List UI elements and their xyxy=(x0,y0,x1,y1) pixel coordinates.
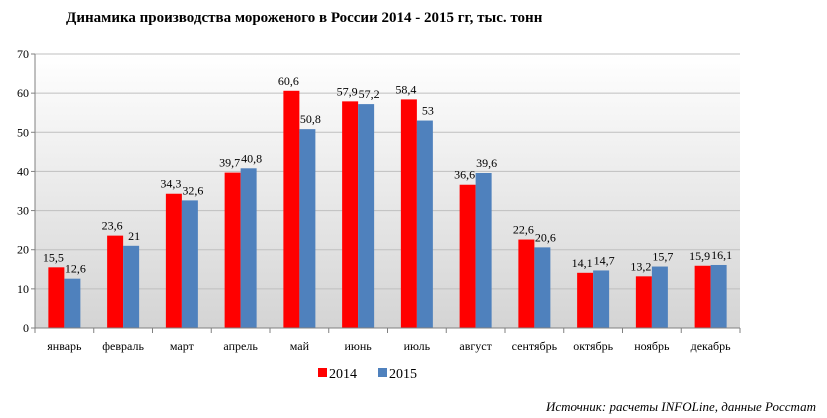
bar-2015 xyxy=(240,168,257,328)
y-tick-label: 20 xyxy=(17,243,29,257)
y-tick-label: 40 xyxy=(17,164,29,178)
bar-2015 xyxy=(123,245,140,328)
x-category-label: апрель xyxy=(223,339,258,353)
bar-2015 xyxy=(181,200,198,328)
gridlines xyxy=(35,53,740,290)
legend-swatch-2015 xyxy=(378,368,387,377)
data-label-2014: 15,5 xyxy=(43,250,64,264)
bar-2015 xyxy=(651,266,668,328)
bar-2015 xyxy=(299,129,316,328)
y-tick-label: 0 xyxy=(23,321,29,335)
bar-2014 xyxy=(342,101,359,328)
data-label-2014: 34,3 xyxy=(160,177,181,191)
bar-2014 xyxy=(459,184,476,328)
chart-title: Динамика производства мороженого в Росси… xyxy=(66,10,543,26)
data-label-2014: 60,6 xyxy=(278,74,299,88)
bar-2014 xyxy=(518,239,535,328)
x-category-label: март xyxy=(170,339,195,353)
bar-2014 xyxy=(577,272,594,328)
bar-2015 xyxy=(475,172,492,328)
x-category-label: ноябрь xyxy=(634,339,670,353)
data-labels: 15,512,6 23,6 21 34,3 32,6 39,7 40,8 60,6 50,8 57… xyxy=(43,74,732,276)
bar-2015 xyxy=(416,120,433,329)
data-label-2015: 53 xyxy=(422,104,434,118)
bar-2014 xyxy=(48,267,65,328)
data-label-2014: 13,2 xyxy=(630,259,651,273)
bars xyxy=(48,90,727,329)
source-note: Источник: расчеты INFOLine, данные Росст… xyxy=(545,399,816,414)
x-axis-categories: январь февраль март апрель май июнь июль август… xyxy=(47,339,731,353)
data-label-2014: 23,6 xyxy=(102,219,123,233)
bar-2014 xyxy=(283,90,300,329)
data-label-2015: 21 xyxy=(128,229,140,243)
data-label-2015: 15,7 xyxy=(652,250,673,264)
y-tick-label: 70 xyxy=(17,47,29,61)
data-label-2015: 39,6 xyxy=(476,156,497,170)
x-category-label: сентябрь xyxy=(512,339,558,353)
data-label-2015: 32,6 xyxy=(182,183,203,197)
data-label-2015: 57,2 xyxy=(359,87,380,101)
bar-2015 xyxy=(534,247,551,328)
x-category-label: июль xyxy=(404,339,431,353)
bar-2015 xyxy=(358,104,375,328)
data-label-2014: 39,7 xyxy=(219,156,240,170)
data-label-2015: 14,7 xyxy=(594,253,615,267)
x-category-label: август xyxy=(459,339,492,353)
legend-swatch-2014 xyxy=(318,368,327,377)
bar-2014 xyxy=(224,172,241,328)
x-category-label: декабрь xyxy=(691,339,732,353)
bar-2014 xyxy=(165,193,182,328)
data-label-2014: 14,1 xyxy=(572,256,593,270)
y-tick-label: 10 xyxy=(17,282,29,296)
bar-2014 xyxy=(107,235,124,328)
y-axis-ticks: 0 10 20 30 40 50 60 70 xyxy=(17,47,35,335)
bar-2014 xyxy=(635,276,652,328)
bar-2015 xyxy=(64,278,81,328)
data-label-2015: 40,8 xyxy=(241,151,262,165)
data-label-2014: 36,6 xyxy=(454,168,475,182)
bar-2014 xyxy=(400,99,417,328)
data-label-2015: 12,6 xyxy=(65,262,86,276)
x-category-label: октябрь xyxy=(573,339,613,353)
x-category-label: май xyxy=(290,339,310,353)
data-label-2015: 20,6 xyxy=(535,230,556,244)
data-label-2015: 16,1 xyxy=(711,248,732,262)
y-tick-label: 30 xyxy=(17,204,29,218)
data-label-2014: 22,6 xyxy=(513,223,534,237)
data-label-2014: 15,9 xyxy=(689,249,710,263)
legend: 2014 2015 xyxy=(318,367,417,382)
x-category-label: январь xyxy=(47,339,82,353)
y-tick-label: 50 xyxy=(17,125,29,139)
axes xyxy=(34,54,741,333)
x-category-label: февраль xyxy=(102,339,144,353)
x-category-label: июнь xyxy=(344,339,372,353)
plot-area xyxy=(35,54,740,328)
data-label-2014: 57,9 xyxy=(337,84,358,98)
data-label-2014: 58,4 xyxy=(395,82,416,96)
y-tick-label: 60 xyxy=(17,86,29,100)
legend-label-2014: 2014 xyxy=(329,367,357,382)
legend-label-2015: 2015 xyxy=(389,367,417,382)
bar-2015 xyxy=(593,270,610,328)
bar-2014 xyxy=(694,265,711,328)
data-label-2015: 50,8 xyxy=(300,112,321,126)
bar-2015 xyxy=(710,264,727,328)
